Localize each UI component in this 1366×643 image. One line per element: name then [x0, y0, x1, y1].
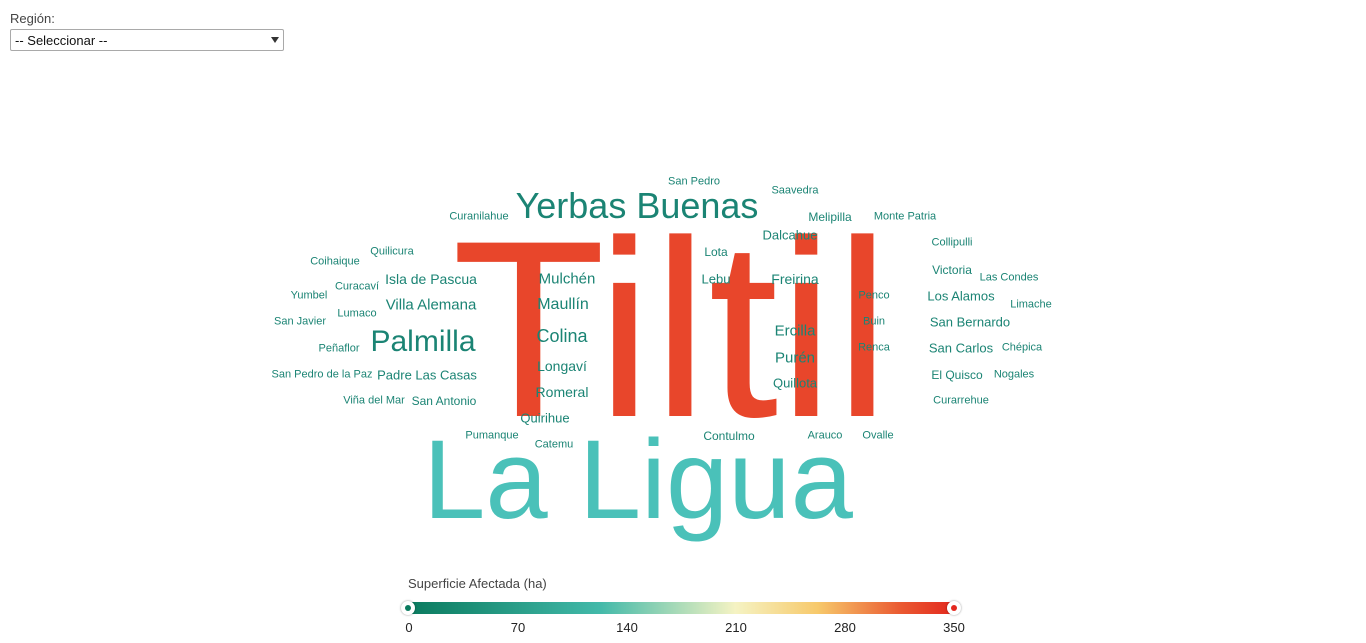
region-select-value: -- Seleccionar --	[15, 33, 108, 48]
cloud-word[interactable]: Coihaique	[310, 255, 360, 268]
legend-min-handle[interactable]	[401, 601, 415, 615]
cloud-word[interactable]: San Pedro de la Paz	[271, 368, 373, 381]
cloud-word[interactable]: Freirina	[771, 271, 819, 287]
cloud-word[interactable]: Las Condes	[979, 271, 1039, 284]
cloud-word[interactable]: San Javier	[274, 315, 326, 328]
cloud-word[interactable]: Ercilla	[774, 322, 816, 340]
cloud-word[interactable]: Pumanque	[465, 429, 519, 442]
cloud-word[interactable]: Quirihue	[520, 410, 570, 426]
cloud-word[interactable]: Penco	[858, 289, 890, 302]
cloud-word[interactable]: Collipulli	[931, 236, 973, 249]
cloud-word[interactable]: Romeral	[535, 384, 589, 400]
cloud-word[interactable]: Yumbel	[290, 289, 328, 302]
cloud-word[interactable]: Lebu	[701, 271, 731, 287]
cloud-word[interactable]: Curacaví	[334, 280, 380, 293]
cloud-word[interactable]: Dalcahue	[762, 227, 818, 243]
cloud-word[interactable]: San Bernardo	[929, 314, 1011, 330]
legend-max-handle[interactable]	[947, 601, 961, 615]
region-filter: Región: -- Seleccionar --	[10, 10, 284, 51]
region-label: Región:	[10, 11, 55, 26]
cloud-word[interactable]: El Quisco	[931, 368, 983, 382]
cloud-word[interactable]: Lumaco	[337, 307, 377, 320]
cloud-word[interactable]: Padre Las Casas	[377, 367, 477, 383]
cloud-word[interactable]: Melipilla	[808, 210, 852, 224]
cloud-word[interactable]: Buin	[862, 315, 886, 328]
cloud-word[interactable]: Longaví	[537, 358, 587, 374]
cloud-word[interactable]: Viña del Mar	[343, 394, 405, 407]
cloud-word[interactable]: Nogales	[993, 368, 1035, 381]
cloud-word[interactable]: Victoria	[932, 263, 972, 277]
cloud-word[interactable]: Ovalle	[862, 429, 894, 442]
cloud-word[interactable]: Saavedra	[771, 184, 819, 197]
cloud-word[interactable]: Curarrehue	[933, 394, 989, 407]
cloud-word[interactable]: Curanilahue	[449, 210, 509, 223]
cloud-word[interactable]: Palmilla	[370, 325, 476, 358]
cloud-word[interactable]: Tiltil	[451, 189, 891, 470]
cloud-word[interactable]: Maullín	[537, 296, 589, 313]
cloud-word[interactable]: San Pedro	[668, 175, 720, 188]
cloud-word[interactable]: Monte Patria	[873, 210, 937, 223]
cloud-word[interactable]: Quilicura	[370, 245, 414, 258]
chevron-down-icon	[271, 37, 279, 43]
cloud-word[interactable]: Quillota	[772, 375, 818, 391]
cloud-word[interactable]: Renca	[858, 341, 890, 354]
cloud-word[interactable]: Arauco	[807, 429, 843, 442]
cloud-word[interactable]: Villa Alemana	[385, 296, 477, 314]
cloud-word[interactable]: San Antonio	[411, 394, 477, 408]
region-select[interactable]: -- Seleccionar --	[10, 29, 284, 51]
cloud-word[interactable]: Limache	[1010, 298, 1052, 311]
cloud-word[interactable]: Chépica	[1001, 341, 1043, 354]
cloud-word[interactable]: Purén	[774, 349, 816, 367]
cloud-word[interactable]: Mulchén	[538, 270, 596, 288]
cloud-word[interactable]: Isla de Pascua	[385, 271, 477, 287]
cloud-word[interactable]: La Ligua	[423, 417, 853, 542]
cloud-word[interactable]: Yerbas Buenas	[515, 185, 759, 226]
cloud-word[interactable]: Lota	[704, 245, 728, 259]
cloud-word[interactable]: Contulmo	[703, 429, 755, 443]
cloud-word[interactable]: Peñaflor	[318, 342, 360, 355]
cloud-word[interactable]: San Carlos	[928, 340, 994, 356]
cloud-word[interactable]: Catemu	[534, 438, 574, 451]
cloud-word[interactable]: Colina	[536, 326, 588, 346]
cloud-word[interactable]: Los Alamos	[927, 288, 995, 304]
